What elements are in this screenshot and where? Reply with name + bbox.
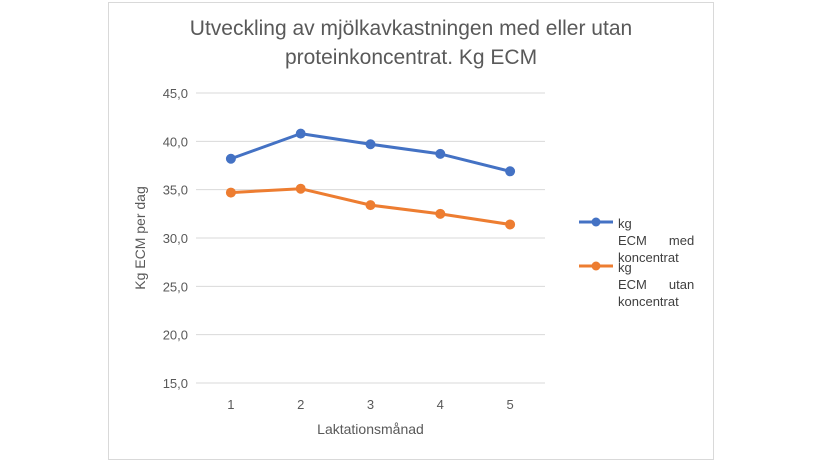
legend-word: koncentrat <box>618 250 679 265</box>
series-2-point <box>435 208 446 219</box>
y-axis-title: Kg ECM per dag <box>132 186 148 290</box>
series-1-point <box>295 128 306 139</box>
y-tick-label: 35,0 <box>163 183 188 198</box>
chart-border <box>108 2 714 460</box>
chart-title: Utveckling av mjölkavkastningen med elle… <box>108 14 714 72</box>
legend-word: koncentrat <box>618 294 679 309</box>
legend-swatch-1 <box>579 217 613 227</box>
legend-item-1: kg ECM med koncentrat <box>578 215 698 265</box>
legend: kg ECM med koncentrat kg ECM utan koncentrat <box>578 215 698 309</box>
y-tick-label: 15,0 <box>163 376 188 391</box>
legend-item-2: kg ECM utan koncentrat <box>578 259 698 309</box>
series-1-point <box>225 153 236 164</box>
x-axis-title: Laktationsmånad <box>317 421 424 437</box>
legend-label-1: kg ECM med koncentrat <box>618 215 698 266</box>
x-tick-label: 1 <box>227 397 234 412</box>
legend-word: kg ECM <box>618 260 647 292</box>
y-tick-label: 40,0 <box>163 134 188 149</box>
y-tick-label: 30,0 <box>163 231 188 246</box>
legend-word: utan <box>668 277 695 292</box>
y-tick-label: 20,0 <box>163 328 188 343</box>
y-tick-label: 45,0 <box>163 86 188 101</box>
series-2-point <box>225 187 236 198</box>
x-tick-label: 3 <box>367 397 374 412</box>
series-2-point <box>505 219 516 230</box>
legend-label-2: kg ECM utan koncentrat <box>618 259 698 310</box>
x-tick-label: 4 <box>437 397 444 412</box>
series-2-point <box>365 200 376 211</box>
series-2-point <box>295 183 306 194</box>
legend-word: kg ECM <box>618 216 647 248</box>
chart-title-line-2: proteinkoncentrat. Kg ECM <box>284 46 538 69</box>
x-tick-label: 2 <box>297 397 304 412</box>
x-tick-label: 5 <box>506 397 513 412</box>
chart-title-line-1: Utveckling av mjölkavkastningen med elle… <box>189 17 633 40</box>
legend-swatch-2 <box>579 261 613 271</box>
series-1-point <box>505 166 516 177</box>
series-1-point <box>435 148 446 159</box>
series-1-point <box>365 139 376 150</box>
y-tick-label: 25,0 <box>163 279 188 294</box>
legend-word: med <box>668 233 695 248</box>
